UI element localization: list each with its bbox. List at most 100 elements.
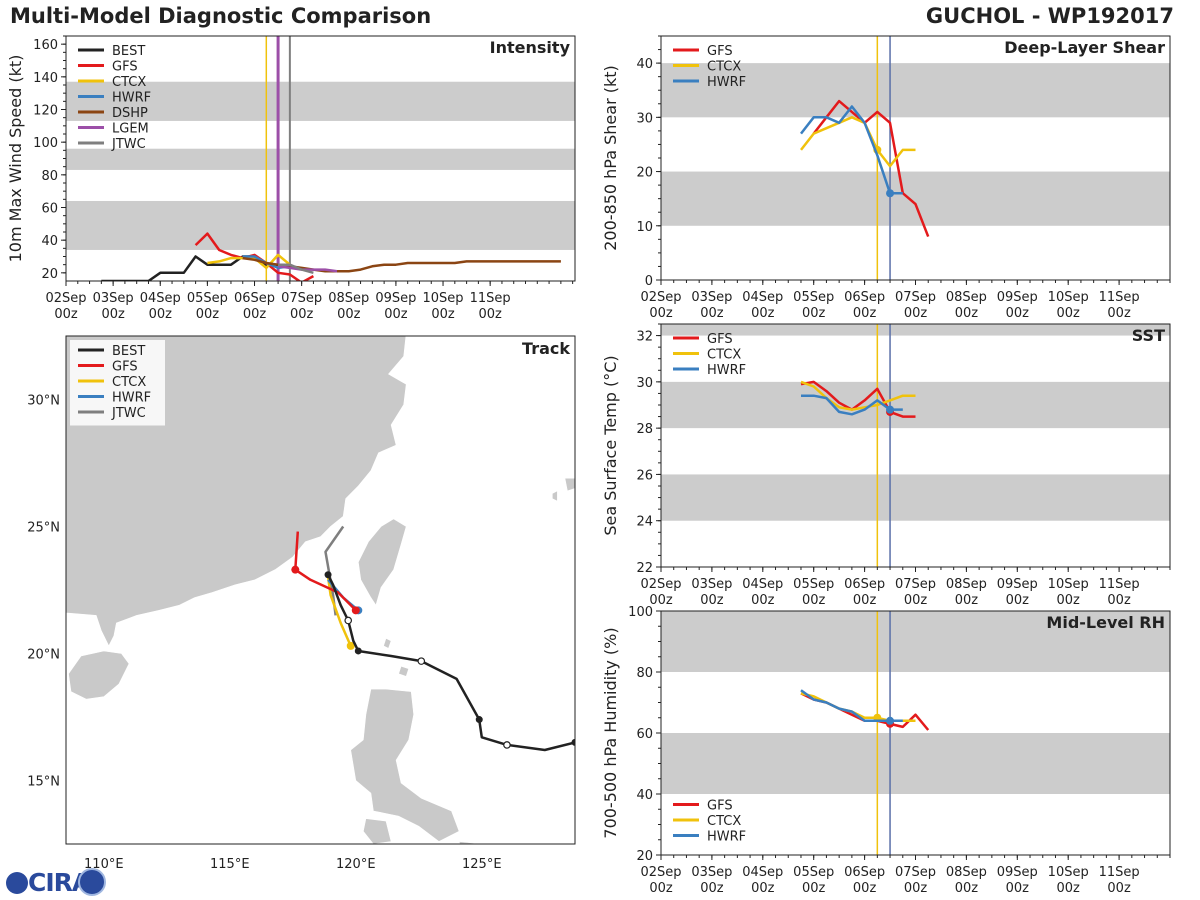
- x-tick-label: 00z: [1107, 881, 1131, 896]
- land-babuyan: [398, 665, 410, 677]
- legend-label-best: BEST: [112, 344, 145, 359]
- land-kerama: [551, 490, 558, 502]
- y-tick-label: 24: [636, 515, 653, 530]
- x-tick-label: 00z: [101, 307, 125, 322]
- x-tick-label: 11Sep: [470, 291, 511, 306]
- series-line-hwrf: [800, 689, 903, 723]
- series-line-gfs: [194, 232, 315, 281]
- y-tick-label: 120: [33, 104, 58, 119]
- track-marker-gfs: [351, 606, 360, 615]
- y-tick-label: 20: [41, 267, 58, 282]
- y-tick-label: 20: [636, 166, 653, 181]
- x-tick-label: 00z: [955, 593, 979, 608]
- track-marker-gfs: [291, 565, 300, 574]
- x-tick-label: 02Sep: [640, 577, 681, 592]
- x-tick-label: 00z: [1006, 881, 1030, 896]
- x-tick-label: 07Sep: [895, 577, 936, 592]
- globe-icon: [6, 872, 28, 894]
- y-tick-label: 40: [41, 234, 58, 249]
- x-tick-label: 03Sep: [691, 865, 732, 880]
- best-track-point-open: [344, 616, 353, 625]
- x-tick-label: 00z: [243, 307, 267, 322]
- x-tick-label: 00z: [478, 307, 502, 322]
- x-tick-label: 00z: [196, 307, 220, 322]
- cira-logo: CIRA: [4, 866, 106, 898]
- series-line-gfs: [800, 380, 916, 418]
- x-tick-label: 08Sep: [946, 865, 987, 880]
- x-tick-label: 06Sep: [844, 577, 885, 592]
- shaded-band: [661, 611, 1170, 672]
- shaded-band: [661, 733, 1170, 794]
- series-marker-hwrf: [886, 405, 895, 414]
- x-tick-label: 11Sep: [1099, 865, 1140, 880]
- land-luzon: [350, 688, 460, 842]
- panel-title: Deep-Layer Shear: [1004, 38, 1165, 57]
- series-marker-hwrf: [886, 189, 895, 198]
- lon-tick-label: 115°E: [210, 857, 250, 872]
- x-tick-label: 00z: [290, 307, 314, 322]
- panel-intensity: 2040608010012014016002Sep00z03Sep00z04Se…: [6, 35, 576, 322]
- x-tick-label: 00z: [853, 306, 877, 321]
- series-line-hwrf: [801, 394, 903, 416]
- legend-label-ctcx: CTCX: [707, 814, 741, 829]
- shaded-band: [661, 171, 1170, 226]
- land-taiwan: [357, 518, 407, 606]
- x-tick-label: 00z: [751, 881, 775, 896]
- best-track-point: [571, 738, 575, 746]
- x-tick-label: 11Sep: [1099, 290, 1140, 305]
- legend-label-gfs: GFS: [112, 360, 138, 375]
- track-marker-ctcx: [346, 641, 355, 650]
- land-samar: [458, 841, 483, 844]
- x-tick-label: 04Sep: [140, 291, 181, 306]
- x-tick-label: 00z: [149, 307, 173, 322]
- x-tick-label: 00z: [1057, 306, 1081, 321]
- x-tick-label: 00z: [1107, 593, 1131, 608]
- x-tick-label: 00z: [904, 881, 928, 896]
- x-tick-label: 00z: [700, 593, 724, 608]
- series-marker-hwrf: [886, 716, 895, 725]
- y-tick-label: 140: [33, 71, 58, 86]
- shaded-band: [661, 381, 1170, 429]
- y-tick-label: 10: [636, 220, 653, 235]
- panel-title: SST: [1132, 326, 1165, 345]
- panel-title: Track: [522, 339, 570, 358]
- best-track-point-open: [417, 657, 426, 665]
- x-tick-label: 07Sep: [281, 291, 322, 306]
- x-tick-label: 02Sep: [640, 865, 681, 880]
- x-tick-label: 11Sep: [1099, 577, 1140, 592]
- legend-label-gfs: GFS: [707, 44, 733, 59]
- x-tick-label: 06Sep: [844, 865, 885, 880]
- panel-sst: 22242628303202Sep00z03Sep00z04Sep00z05Se…: [601, 323, 1171, 608]
- x-tick-label: 00z: [853, 593, 877, 608]
- lat-tick-label: 20°N: [27, 648, 60, 663]
- plot-area-shear: [661, 36, 1170, 280]
- shaded-band: [66, 81, 575, 121]
- legend-label-hwrf: HWRF: [112, 91, 151, 106]
- x-tick-label: 00z: [1057, 593, 1081, 608]
- series-line-lgem: [277, 265, 338, 273]
- y-axis-label: Sea Surface Temp (°C): [601, 355, 620, 535]
- y-axis-label: 700-500 hPa Humidity (%): [601, 627, 620, 838]
- lat-tick-label: 25°N: [27, 521, 60, 536]
- x-tick-label: 00z: [384, 307, 408, 322]
- series-line-ctcx: [800, 116, 916, 168]
- x-tick-label: 08Sep: [328, 291, 369, 306]
- legend-label-ctcx: CTCX: [707, 348, 741, 363]
- legend-label-lgem: LGEM: [112, 122, 149, 137]
- storm-name: GUCHOL - WP192017: [925, 4, 1174, 28]
- legend-label-ctcx: CTCX: [112, 75, 146, 90]
- x-tick-label: 03Sep: [93, 291, 134, 306]
- series-line-jtwc: [278, 263, 314, 275]
- x-tick-label: 10Sep: [1048, 865, 1089, 880]
- shaded-band: [661, 324, 1170, 336]
- x-tick-label: 00z: [955, 881, 979, 896]
- plot-frame: [65, 335, 576, 845]
- y-tick-label: 20: [636, 849, 653, 864]
- panel-title: Mid-Level RH: [1046, 613, 1165, 632]
- y-tick-label: 28: [636, 422, 653, 437]
- legend-label-jtwc: JTWC: [111, 137, 146, 152]
- y-axis-label: 10m Max Wind Speed (kt): [6, 55, 25, 263]
- x-tick-label: 08Sep: [946, 577, 987, 592]
